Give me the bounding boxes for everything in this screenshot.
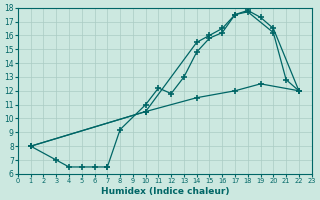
X-axis label: Humidex (Indice chaleur): Humidex (Indice chaleur) [100, 187, 229, 196]
